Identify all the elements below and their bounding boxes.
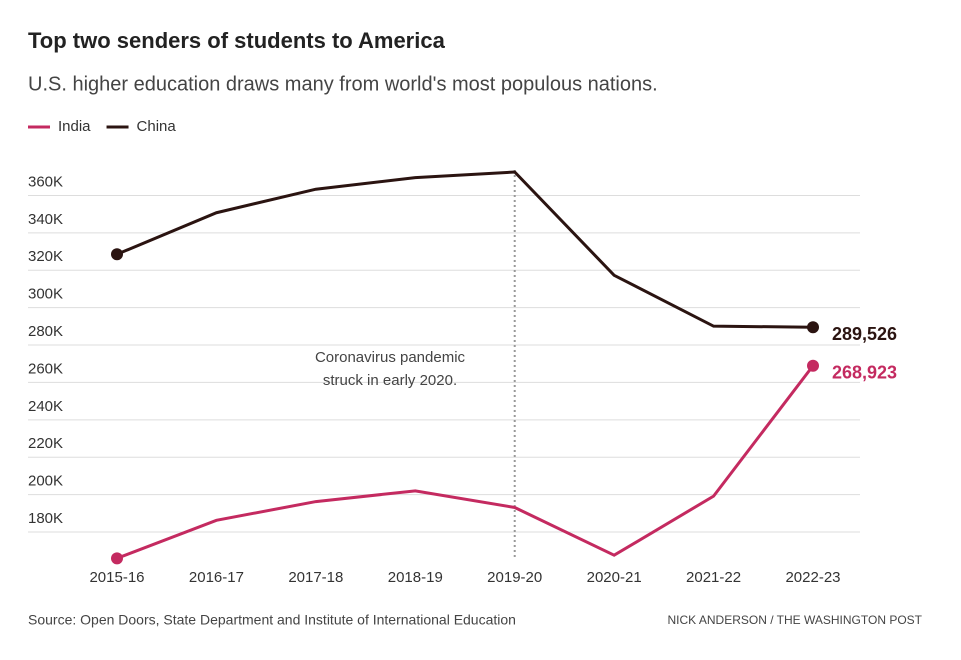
value-label: 268,923 (832, 362, 897, 382)
line (116, 170, 814, 329)
y-tick-label: 360K (28, 173, 63, 190)
y-tick-label: 260K (28, 360, 63, 377)
x-tick-label: 2018-19 (388, 569, 443, 586)
x-tick-label: 2021-22 (686, 569, 741, 586)
x-tick-label: 2016-17 (189, 569, 244, 586)
value-label: 289,526 (832, 324, 897, 344)
chart-subtitle: U.S. higher education draws many from wo… (28, 73, 658, 95)
y-tick-label: 220K (28, 435, 63, 452)
end-dot (111, 552, 123, 565)
x-tick-label: 2022-23 (785, 569, 840, 586)
y-tick-label: 320K (28, 248, 63, 265)
annotation: Coronavirus pandemic (315, 349, 466, 366)
credit: NICK ANDERSON / THE WASHINGTON POST (668, 613, 923, 627)
x-tick-label: 2019-20 (487, 569, 542, 586)
y-tick-label: 340K (28, 211, 63, 228)
line (116, 364, 815, 560)
y-tick-label: 240K (28, 398, 63, 415)
source: Source: Open Doors, State Department and… (28, 612, 516, 628)
end-dot (807, 321, 819, 334)
end-dot (111, 248, 123, 261)
x-tick-label: 2020-21 (587, 569, 642, 586)
y-tick-label: 280K (28, 323, 63, 340)
annotation: struck in early 2020. (323, 372, 457, 389)
x-tick-label: 2015-16 (89, 569, 144, 586)
x-tick-label: 2017-18 (288, 569, 343, 586)
end-dot (807, 359, 819, 372)
legend-label: India (58, 118, 91, 135)
legend-label: China (137, 118, 177, 135)
y-tick-label: 300K (28, 286, 63, 303)
y-tick-label: 200K (28, 473, 63, 490)
y-tick-label: 180K (28, 510, 63, 527)
chart-title: Top two senders of students to America (28, 28, 446, 53)
